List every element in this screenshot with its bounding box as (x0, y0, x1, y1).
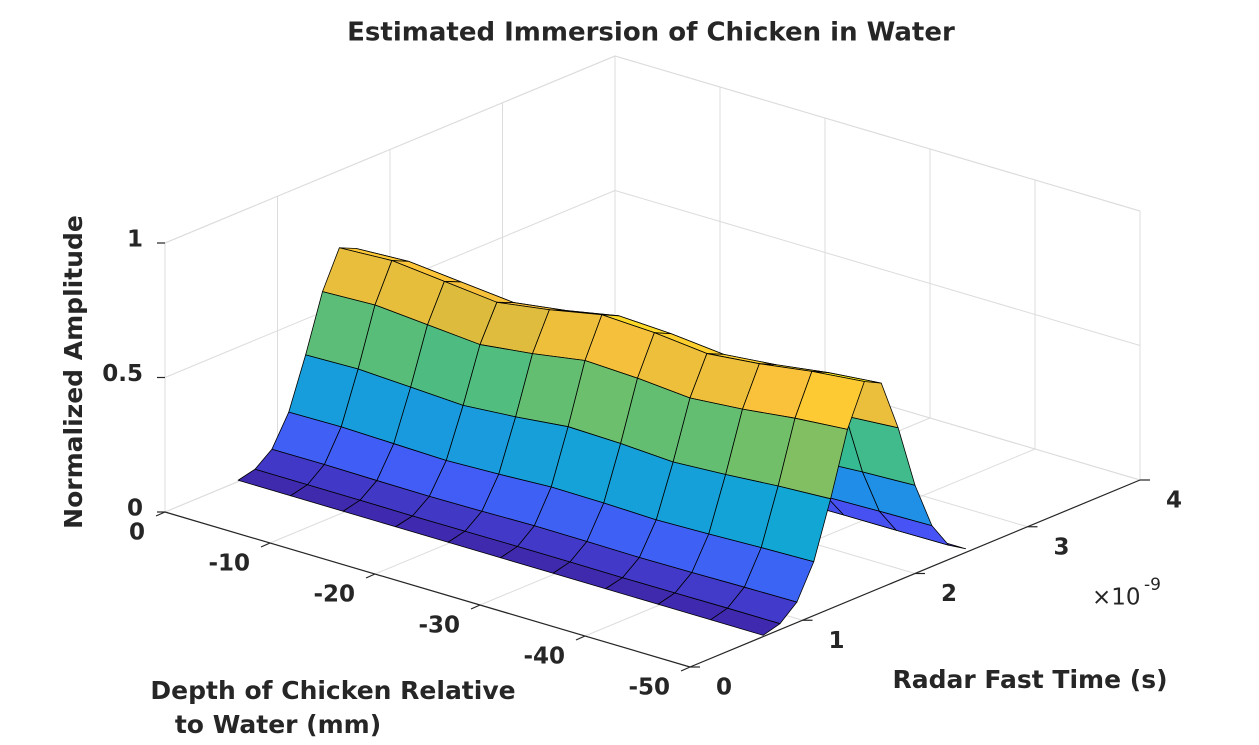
x-tick-label: 2 (941, 581, 957, 607)
y-axis-label: to Water (mm) (175, 710, 381, 739)
tick-mark (575, 635, 586, 641)
chart-title: Estimated Immersion of Chicken in Water (347, 18, 955, 48)
x-tick-label: 0 (716, 675, 732, 701)
z-tick-label: 0.5 (102, 361, 143, 387)
y-tick-label: -40 (523, 644, 565, 670)
x-axis-label: Radar Fast Time (s) (893, 665, 1168, 694)
x-tick-label: 4 (1166, 488, 1182, 514)
tick-mark (155, 511, 166, 517)
y-tick-label: 0 (129, 520, 145, 546)
grid-line (614, 190, 1141, 346)
z-tick-label: 1 (127, 227, 143, 253)
z-tick-label: 0 (127, 496, 143, 522)
y-tick-label: -20 (313, 582, 355, 608)
y-axis-label: Depth of Chicken Relative (150, 676, 515, 705)
grid-line (614, 55, 1141, 212)
axis-line (164, 511, 691, 668)
y-tick-label: -50 (628, 675, 670, 701)
axes-front: 0 0.5 1 0 -10 -20 -30 -40 -50 0 1 2 3 4 (102, 227, 1182, 701)
x-tick-label: 3 (1054, 534, 1070, 560)
x-multiplier: ×10 (1092, 585, 1141, 611)
y-tick-label: -30 (418, 613, 460, 639)
x-multiplier-exponent: -9 (1144, 575, 1161, 595)
tick-mark (260, 542, 271, 548)
surface (237, 247, 967, 636)
y-tick-label: -10 (208, 551, 250, 577)
surface-patch (710, 607, 781, 636)
tick-mark (680, 666, 691, 672)
x-tick-label: 1 (829, 628, 845, 654)
tick-mark (365, 573, 376, 579)
tick-mark (470, 604, 481, 610)
z-axis-label: Normalized Amplitude (59, 215, 88, 529)
